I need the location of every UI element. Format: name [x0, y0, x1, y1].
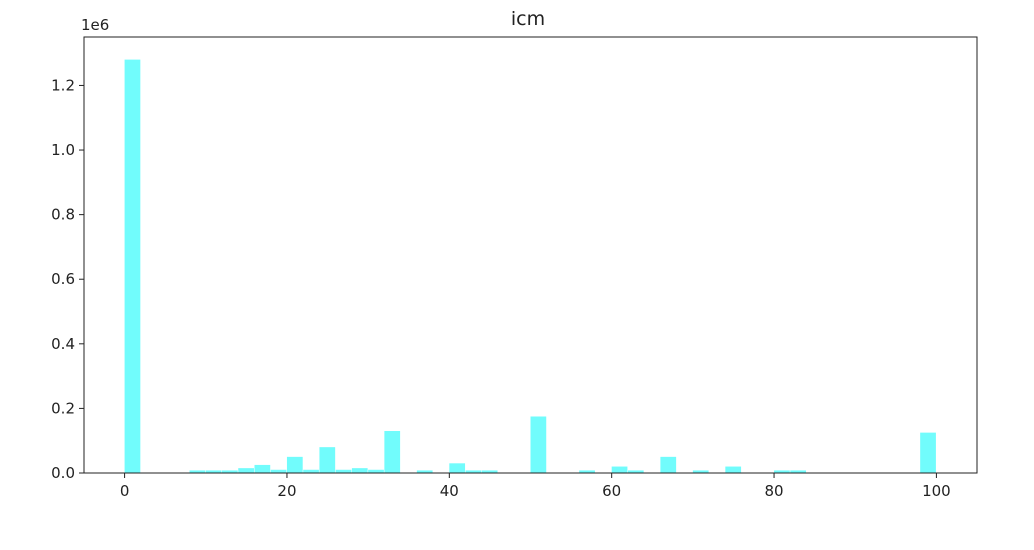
bar — [270, 469, 287, 473]
bar — [774, 470, 790, 473]
bar — [303, 469, 319, 473]
plot-frame — [83, 36, 978, 474]
bars-group — [124, 59, 936, 473]
bar — [416, 470, 433, 473]
bar — [660, 456, 677, 473]
bar — [286, 456, 303, 473]
bar — [627, 470, 644, 473]
y-tick-label: 1.0 — [51, 141, 75, 159]
bar — [790, 470, 807, 473]
x-tick-label: 60 — [602, 482, 621, 500]
bar — [579, 470, 595, 473]
bar — [449, 463, 466, 473]
y-tick-label: 1.2 — [51, 76, 75, 94]
bar — [222, 470, 238, 473]
bar — [189, 470, 206, 473]
x-tick-label: 0 — [120, 482, 130, 500]
y-tick-label: 0.2 — [51, 399, 75, 417]
x-tick-label: 80 — [764, 482, 783, 500]
bar — [368, 469, 384, 473]
chart-title: icm — [511, 8, 545, 30]
bar — [335, 469, 352, 473]
y-tick-label: 0.6 — [51, 270, 75, 288]
x-tick-label: 100 — [922, 482, 951, 500]
bar — [692, 470, 709, 473]
x-tick-label: 20 — [277, 482, 296, 500]
bar — [725, 466, 742, 473]
y-axis-offset-label: 1e6 — [81, 16, 109, 34]
bar — [205, 470, 222, 473]
y-axis: 0.0 0.2 0.4 0.6 0.8 1.0 1.2 — [51, 76, 84, 482]
bar — [920, 432, 936, 473]
bar — [351, 468, 368, 473]
bar — [530, 416, 547, 473]
bar — [611, 466, 628, 473]
bar — [124, 59, 141, 473]
bar — [481, 470, 498, 473]
x-tick-label: 40 — [440, 482, 459, 500]
y-tick-label: 0.4 — [51, 335, 75, 353]
x-axis: 0 20 40 60 80 100 — [120, 473, 951, 500]
bar — [319, 447, 336, 473]
y-tick-label: 0.8 — [51, 206, 75, 224]
bar — [465, 470, 482, 473]
bar — [238, 468, 254, 473]
bar — [254, 464, 271, 473]
y-tick-label: 0.0 — [51, 464, 75, 482]
bar — [384, 431, 401, 473]
